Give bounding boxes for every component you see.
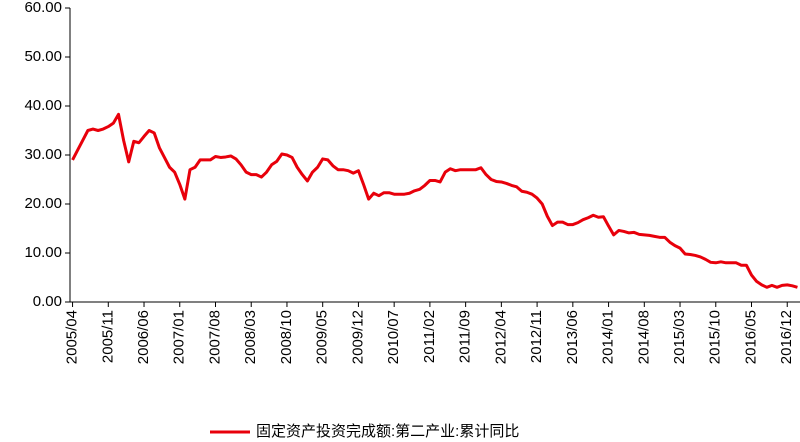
x-tick-label: 2007/01 [171,310,188,364]
line-series [71,112,798,289]
x-tick-label: 2008/10 [278,310,295,364]
x-tick-label: 2016/12 [778,310,795,364]
x-tick-label: 2006/06 [135,310,152,364]
y-tick-label: 50.00 [24,48,62,65]
y-tick-label: 0.00 [33,293,62,310]
y-tick-label: 40.00 [24,97,62,114]
x-tick-label: 2016/05 [742,310,759,364]
legend-label: 固定资产投资完成额:第二产业:累计同比 [256,422,519,440]
x-tick-label: 2014/08 [635,310,652,364]
y-tick-label: 30.00 [24,146,62,163]
x-tick-label: 2012/04 [492,310,509,364]
x-tick-label: 2009/05 [314,310,331,364]
x-tick-label: 2012/11 [528,310,545,363]
x-tick-label: 2014/01 [600,310,617,364]
x-tick-label: 2011/09 [457,310,474,363]
x-tick-label: 2005/04 [64,310,81,364]
y-tick-label: 10.00 [24,244,62,261]
y-tick-label: 20.00 [24,195,62,212]
x-tick-label: 2010/07 [385,310,402,364]
x-tick-label: 2011/02 [421,310,438,363]
x-tick-label: 2007/08 [206,310,223,364]
x-tick-label: 2005/11 [99,310,116,363]
x-tick-label: 2009/12 [349,310,366,364]
y-tick-label: 60.00 [24,0,62,16]
x-tick-label: 2015/10 [707,310,724,364]
x-tick-label: 2013/06 [564,310,581,364]
x-tick-label: 2015/03 [671,310,688,364]
x-tick-label: 2008/03 [242,310,259,364]
